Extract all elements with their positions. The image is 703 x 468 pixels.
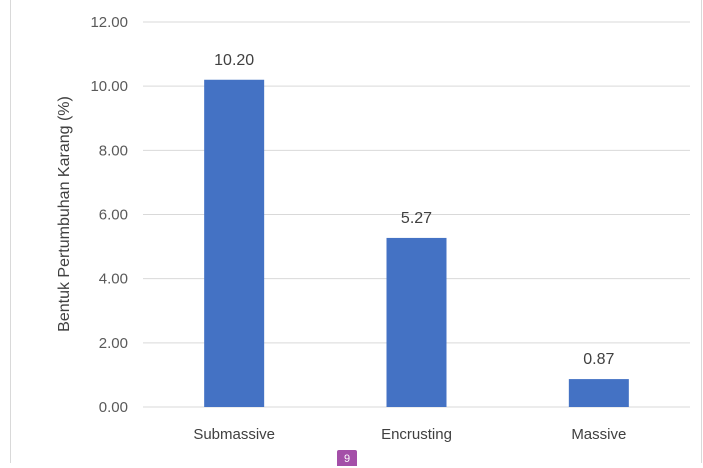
category-labels: Submassive Encrusting Massive — [193, 426, 626, 443]
y-axis-title: Bentuk Pertumbuhan Karang (%) — [56, 96, 73, 332]
bar — [204, 79, 265, 407]
page-number-badge: 9 — [337, 450, 357, 466]
y-tick-labels: 0.00 2.00 4.00 6.00 8.00 10.00 12.00 — [90, 14, 128, 416]
y-tick-label: 8.00 — [99, 142, 128, 159]
y-tick-label: 10.00 — [90, 78, 128, 95]
bar — [568, 379, 629, 407]
chart-frame — [10, 0, 702, 463]
y-tick-label: 4.00 — [99, 271, 128, 288]
y-tick-label: 6.00 — [99, 207, 128, 224]
y-tick-label: 12.00 — [90, 14, 128, 31]
data-labels: 10.20 5.27 0.87 — [214, 52, 614, 368]
data-label: 0.87 — [583, 351, 614, 368]
bars — [204, 79, 629, 407]
y-tick-label: 0.00 — [99, 399, 128, 416]
data-label: 5.27 — [401, 210, 432, 227]
y-tick-label: 2.00 — [99, 335, 128, 352]
bar — [386, 237, 447, 407]
category-label: Massive — [571, 426, 626, 443]
data-label: 10.20 — [214, 52, 254, 69]
category-label: Encrusting — [381, 426, 452, 443]
category-label: Submassive — [193, 426, 275, 443]
